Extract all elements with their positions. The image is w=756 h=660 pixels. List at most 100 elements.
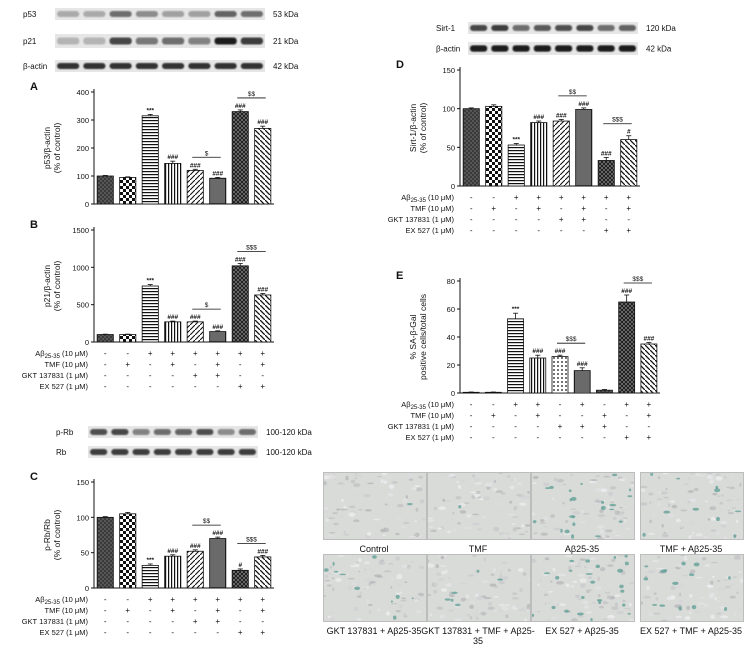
cell [502,561,508,564]
bar-c [231,569,249,589]
significance-c: # [238,562,242,569]
stained-cell [619,584,624,589]
cell [448,609,454,612]
cell [353,606,359,611]
cell [712,492,718,496]
stained-cell [570,496,577,501]
blot-sirt-1-top_right-band [533,25,551,31]
cell [456,481,460,483]
cell [679,599,683,605]
treatment-label: GKT 137831 (1 μM) [22,617,89,626]
blot-p21-top_left-band [109,37,132,45]
cell [487,601,493,606]
cell [401,597,407,600]
cell [533,532,538,535]
treatment-sign: + [260,606,265,615]
micrograph-texture [639,472,743,540]
y-tick-label-a: 0 [85,200,89,209]
cell [378,561,386,565]
cell [610,501,615,504]
cell [592,601,597,605]
cell [622,599,626,603]
blot-sirt-1-top_right-membrane [468,22,638,34]
cell [471,568,479,570]
cell [471,513,480,516]
micrograph-background [641,473,743,539]
cell [396,575,403,579]
cell [552,567,556,572]
cell [676,600,681,606]
treatment-sign: + [215,349,220,358]
treatment-sign: - [470,400,473,409]
cell [529,512,536,516]
cell [512,516,519,518]
cell [596,497,605,501]
cell [448,577,451,579]
cell [531,482,537,484]
treatment-sign: - [605,215,608,224]
cell [614,594,621,597]
cell [708,592,715,598]
cell [704,500,708,503]
cell [676,585,684,588]
cell [415,507,419,512]
cell [730,582,734,584]
panel-letter-d: D [396,59,404,71]
cell [706,472,713,474]
y-tick-label-b: 1000 [72,263,89,272]
panel-letter-e: E [396,270,403,282]
cell [469,604,474,609]
cell [612,516,617,521]
cell [357,570,361,573]
treatment-sign: + [260,349,265,358]
treatment-sign: - [126,617,129,626]
cell [590,482,597,485]
cell [331,577,335,580]
treatment-sign: + [558,422,563,431]
cell [686,605,690,610]
cell [575,594,581,599]
cell [550,580,553,583]
significance-a: ### [235,103,246,110]
significance-b: ### [167,314,178,321]
blot-sirt-1-top_right-band [576,25,594,31]
cell [505,603,510,607]
bar-c [186,550,204,589]
cell [427,517,434,520]
cell [327,615,331,619]
treatment-sign: - [470,193,473,202]
cell [346,573,349,576]
cell [706,584,714,588]
treatment-sign: - [603,433,606,442]
stained-cell [532,520,537,524]
blot-p53-top_left-band [135,11,158,17]
cell [717,495,721,497]
cell [442,474,451,476]
stained-cell [568,515,576,518]
blot-p-rb-middle_left-band [238,429,256,435]
treatment-sign: - [239,371,242,380]
significance-c: ### [190,543,201,550]
cell [715,476,723,481]
comparison-label-a: $$ [248,91,256,98]
cell [364,502,367,506]
cell [369,568,375,573]
cell [438,578,445,581]
bar-d [462,108,480,187]
cell [583,566,587,568]
micrograph-caption: EX 527 + TMF + Aβ25-35 [639,626,743,636]
cell [657,502,661,507]
cell [407,474,414,479]
stained-cell [580,595,585,599]
treatment-sign: - [126,595,129,604]
cell [570,562,577,565]
cell [396,518,402,520]
treatment-label: TMF (10 μM) [411,204,455,213]
treatment-table-e: Aβ25-35 (10 μM) - - + + - + - + + TMF (10 μM) - + - + -… [388,400,652,442]
cell [688,535,694,537]
cell [617,476,623,480]
cell [404,581,408,584]
cell [356,618,363,621]
cell [639,485,648,489]
cell [684,483,689,486]
